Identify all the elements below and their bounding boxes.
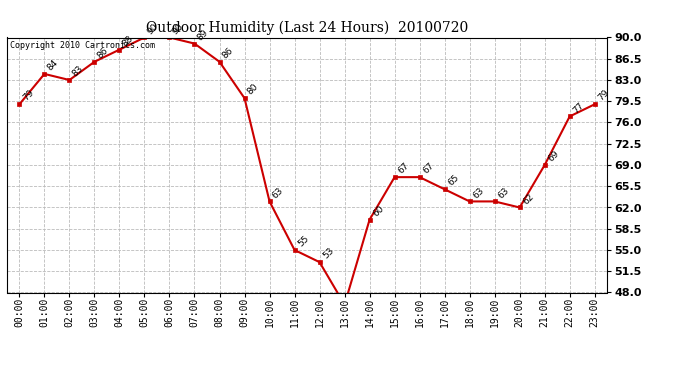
Text: 90: 90 [146, 22, 160, 36]
Text: 60: 60 [371, 204, 386, 218]
Text: 69: 69 [546, 149, 560, 164]
Text: 90: 90 [171, 22, 186, 36]
Text: 89: 89 [196, 28, 210, 42]
Text: 80: 80 [246, 82, 260, 97]
Text: Copyright 2010 Cartronics.com: Copyright 2010 Cartronics.com [10, 41, 155, 50]
Text: 84: 84 [46, 58, 60, 72]
Text: 46: 46 [0, 374, 1, 375]
Text: 88: 88 [121, 34, 135, 48]
Text: 63: 63 [471, 186, 486, 200]
Text: 63: 63 [496, 186, 511, 200]
Text: 62: 62 [521, 192, 535, 206]
Text: 77: 77 [571, 100, 586, 115]
Text: 55: 55 [296, 234, 310, 249]
Title: Outdoor Humidity (Last 24 Hours)  20100720: Outdoor Humidity (Last 24 Hours) 2010072… [146, 21, 469, 35]
Text: 53: 53 [321, 246, 335, 261]
Text: 79: 79 [596, 88, 611, 103]
Text: 67: 67 [421, 161, 435, 176]
Text: 86: 86 [221, 46, 235, 60]
Text: 79: 79 [21, 88, 35, 103]
Text: 67: 67 [396, 161, 411, 176]
Text: 86: 86 [96, 46, 110, 60]
Text: 65: 65 [446, 173, 460, 188]
Text: 83: 83 [71, 64, 86, 79]
Text: 63: 63 [271, 186, 286, 200]
